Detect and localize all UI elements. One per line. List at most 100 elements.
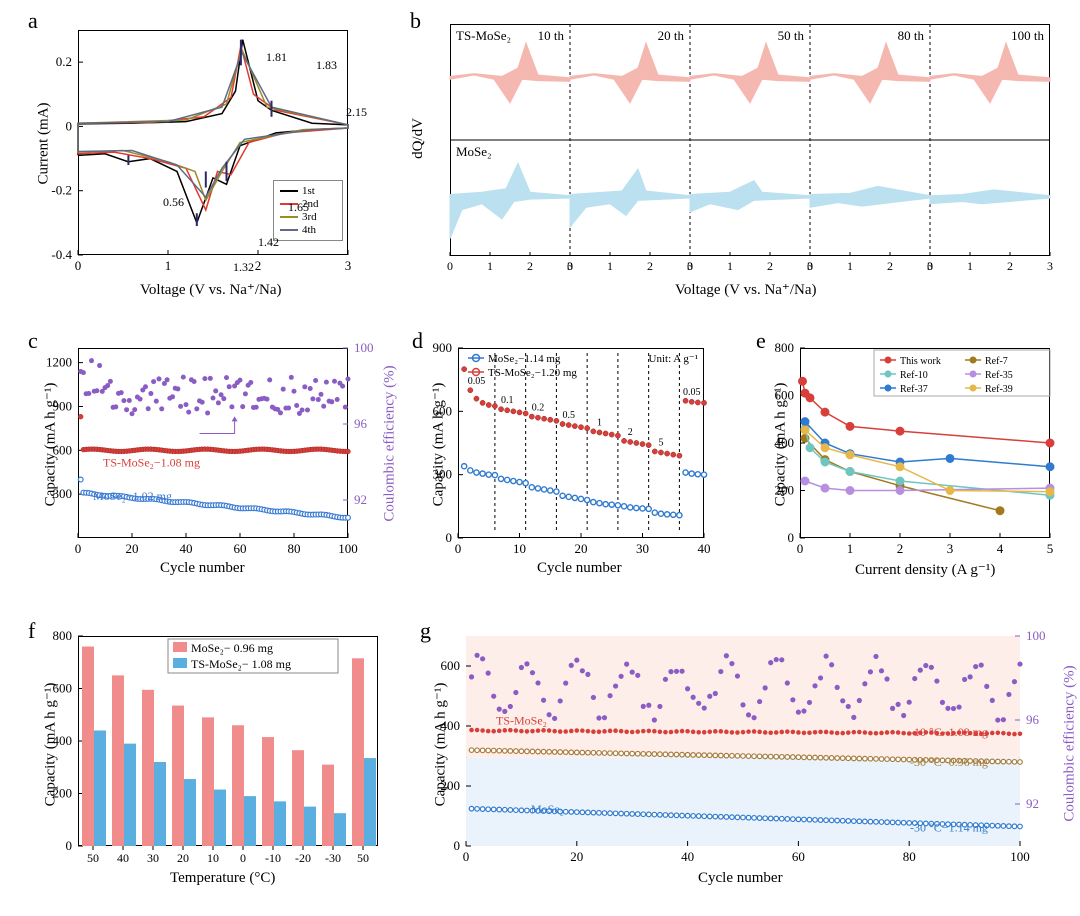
svg-text:0.05: 0.05 <box>468 376 486 387</box>
svg-text:60: 60 <box>234 541 247 556</box>
svg-text:10 th: 10 th <box>538 28 565 43</box>
svg-text:1: 1 <box>487 259 493 273</box>
a-xlabel: Voltage (V vs. Na⁺/Na) <box>140 280 282 299</box>
svg-text:0: 0 <box>927 259 933 273</box>
e-data: 0123450200400600800This workRef-7Ref-10R… <box>800 348 1050 538</box>
svg-text:0: 0 <box>463 849 470 864</box>
svg-text:30: 30 <box>636 541 649 556</box>
svg-text:1: 1 <box>597 417 602 428</box>
svg-text:TS-MoSe₂−1.08 mg: TS-MoSe₂−1.08 mg <box>103 455 200 469</box>
svg-text:2: 2 <box>255 258 262 273</box>
svg-text:30: 30 <box>147 851 159 865</box>
d-xlabel: Cycle number <box>537 560 622 577</box>
svg-text:50 th: 50 th <box>778 28 805 43</box>
svg-text:0: 0 <box>788 530 795 545</box>
svg-text:-30 °C−1.14 mg: -30 °C−1.14 mg <box>910 820 988 834</box>
svg-text:0: 0 <box>446 530 453 545</box>
svg-text:0: 0 <box>797 541 804 556</box>
svg-text:0: 0 <box>454 838 461 853</box>
svg-text:80 th: 80 th <box>898 28 925 43</box>
svg-text:0.2: 0.2 <box>532 403 545 414</box>
svg-text:100 th: 100 th <box>1011 28 1044 43</box>
svg-text:80: 80 <box>903 849 916 864</box>
a-ylabel: Current (mA) <box>36 102 53 184</box>
svg-text:2: 2 <box>887 259 893 273</box>
svg-text:-20: -20 <box>295 851 311 865</box>
svg-text:20: 20 <box>570 849 583 864</box>
svg-text:0: 0 <box>75 541 82 556</box>
svg-text:2: 2 <box>628 427 633 438</box>
svg-text:Ref-35: Ref-35 <box>985 370 1013 381</box>
svg-text:5: 5 <box>658 437 663 448</box>
svg-text:100: 100 <box>338 541 358 556</box>
svg-text:50: 50 <box>87 851 99 865</box>
svg-text:0: 0 <box>807 259 813 273</box>
svg-text:1: 1 <box>847 259 853 273</box>
svg-text:1: 1 <box>847 541 854 556</box>
label-d: d <box>412 328 423 354</box>
svg-text:96: 96 <box>1026 712 1040 727</box>
svg-text:60: 60 <box>792 849 805 864</box>
svg-text:-10 °C−1.08 mg: -10 °C−1.08 mg <box>910 725 988 739</box>
b-xlabel: Voltage (V vs. Na⁺/Na) <box>675 280 817 299</box>
svg-text:0: 0 <box>567 259 573 273</box>
d-ylabel: Capacity (mA h g⁻¹) <box>429 365 448 525</box>
g-data: 02040608010002004006009296100TS-MoSe₂MoS… <box>466 636 1020 846</box>
b-ylabel: dQ/dV <box>410 118 427 159</box>
svg-text:Ref-37: Ref-37 <box>900 384 928 395</box>
svg-text:0.5: 0.5 <box>562 410 575 421</box>
svg-text:-0.2: -0.2 <box>51 183 72 198</box>
svg-text:0.2: 0.2 <box>56 54 72 69</box>
svg-text:MoSe₂− 0.96 mg: MoSe₂− 0.96 mg <box>191 641 273 655</box>
svg-text:3: 3 <box>1047 259 1053 273</box>
dqdv-curves: TS-MoSe₂MoSe₂10 th012320 th012350 th0123… <box>450 24 1050 256</box>
svg-text:50: 50 <box>357 851 369 865</box>
svg-text:TS-MoSe₂−1.20 mg: TS-MoSe₂−1.20 mg <box>488 367 577 379</box>
svg-text:40: 40 <box>681 849 694 864</box>
svg-text:1: 1 <box>607 259 613 273</box>
svg-text:0.05: 0.05 <box>683 387 701 398</box>
svg-text:100: 100 <box>1010 849 1030 864</box>
svg-text:20 th: 20 th <box>658 28 685 43</box>
svg-text:20: 20 <box>177 851 189 865</box>
svg-text:TS-MoSe₂: TS-MoSe₂ <box>496 714 547 728</box>
svg-text:-30 °C−0.96 mg: -30 °C−0.96 mg <box>910 755 988 769</box>
svg-text:5: 5 <box>1047 541 1054 556</box>
label-e: e <box>756 328 766 354</box>
svg-text:0: 0 <box>455 541 462 556</box>
svg-text:1: 1 <box>967 259 973 273</box>
svg-text:MoSe₂: MoSe₂ <box>456 144 492 159</box>
svg-text:0: 0 <box>66 838 73 853</box>
f-ylabel: Capacity (mA h g⁻¹) <box>41 665 60 825</box>
svg-text:20: 20 <box>575 541 588 556</box>
g-xlabel: Cycle number <box>698 870 783 887</box>
svg-text:800: 800 <box>53 628 73 643</box>
svg-text:Unit: A g⁻¹: Unit: A g⁻¹ <box>649 353 698 365</box>
svg-text:2: 2 <box>897 541 904 556</box>
e-xlabel: Current density (A g⁻¹) <box>855 560 995 579</box>
svg-text:4: 4 <box>997 541 1004 556</box>
svg-text:3: 3 <box>345 258 352 273</box>
svg-text:-0.4: -0.4 <box>51 247 72 262</box>
svg-text:TS-MoSe₂− 1.08 mg: TS-MoSe₂− 1.08 mg <box>191 657 291 671</box>
f-xlabel: Temperature (°C) <box>170 870 275 887</box>
svg-text:0: 0 <box>240 851 246 865</box>
svg-text:900: 900 <box>433 340 453 355</box>
svg-text:100: 100 <box>1026 628 1046 643</box>
svg-text:1: 1 <box>165 258 172 273</box>
c-ylabel: Capacity (mA h g⁻¹) <box>41 365 60 525</box>
svg-text:0.1: 0.1 <box>501 395 514 406</box>
svg-text:2: 2 <box>647 259 653 273</box>
svg-text:92: 92 <box>354 492 367 507</box>
svg-text:0: 0 <box>75 258 82 273</box>
svg-text:20: 20 <box>126 541 139 556</box>
svg-text:This work: This work <box>900 356 941 367</box>
svg-text:10: 10 <box>207 851 219 865</box>
svg-text:-10: -10 <box>265 851 281 865</box>
c-y2label: Coulombic efficiency (%) <box>382 354 399 534</box>
svg-text:MoSe₂: MoSe₂ <box>531 802 564 816</box>
svg-text:40: 40 <box>698 541 711 556</box>
svg-text:96: 96 <box>354 416 368 431</box>
label-a: a <box>28 8 38 34</box>
c-xlabel: Cycle number <box>160 560 245 577</box>
